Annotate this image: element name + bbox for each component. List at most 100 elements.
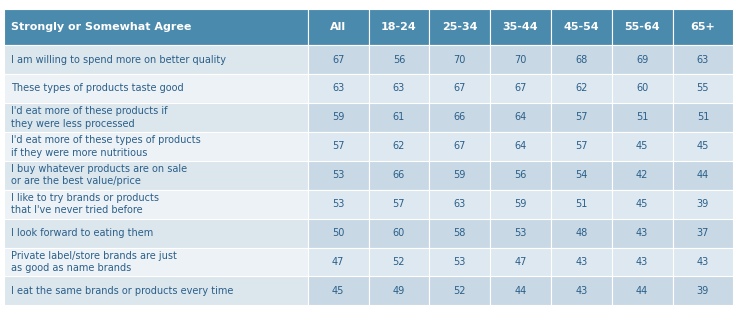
Bar (429, 161, 490, 190)
Text: 45: 45 (636, 141, 649, 151)
Text: 52: 52 (453, 286, 466, 296)
Bar (429, 248, 490, 276)
Text: 55: 55 (696, 83, 709, 94)
Text: 35-44: 35-44 (503, 22, 538, 32)
Text: 45: 45 (636, 199, 649, 209)
Bar (672, 248, 733, 276)
Text: 53: 53 (332, 199, 344, 209)
Bar (429, 219, 490, 248)
Bar (368, 74, 429, 103)
Text: 66: 66 (393, 170, 405, 180)
Bar (368, 45, 429, 74)
Bar (672, 9, 733, 45)
Text: 67: 67 (514, 83, 527, 94)
Bar (4, 219, 308, 248)
Text: 56: 56 (514, 170, 527, 180)
Text: I'd eat more of these types of products
if they were more nutritious: I'd eat more of these types of products … (11, 135, 200, 158)
Text: 62: 62 (393, 141, 405, 151)
Text: I look forward to eating them: I look forward to eating them (11, 228, 153, 238)
Text: 18-24: 18-24 (381, 22, 417, 32)
Bar (4, 103, 308, 132)
Text: I am willing to spend more on better quality: I am willing to spend more on better qua… (11, 54, 226, 65)
Text: 43: 43 (575, 257, 587, 267)
Bar (368, 276, 429, 305)
Bar (308, 132, 368, 161)
Text: 67: 67 (453, 141, 466, 151)
Text: 39: 39 (696, 286, 709, 296)
Bar (4, 161, 308, 190)
Bar (551, 190, 612, 219)
Bar (490, 9, 551, 45)
Text: 68: 68 (575, 54, 587, 65)
Text: 44: 44 (636, 286, 649, 296)
Text: 25-34: 25-34 (442, 22, 478, 32)
Bar (429, 132, 490, 161)
Bar (551, 248, 612, 276)
Bar (672, 103, 733, 132)
Bar (368, 9, 429, 45)
Bar (551, 9, 612, 45)
Bar (490, 219, 551, 248)
Bar (4, 190, 308, 219)
Bar (612, 190, 672, 219)
Bar (308, 45, 368, 74)
Text: 64: 64 (514, 141, 527, 151)
Text: 60: 60 (636, 83, 649, 94)
Bar (368, 132, 429, 161)
Bar (308, 161, 368, 190)
Text: 70: 70 (453, 54, 466, 65)
Text: 45-54: 45-54 (564, 22, 599, 32)
Bar (4, 276, 308, 305)
Text: I'd eat more of these products if
they were less processed: I'd eat more of these products if they w… (11, 106, 167, 129)
Text: 53: 53 (514, 228, 527, 238)
Text: Strongly or Somewhat Agree: Strongly or Somewhat Agree (11, 22, 192, 32)
Bar (308, 248, 368, 276)
Text: 57: 57 (575, 141, 587, 151)
Text: 55-64: 55-64 (624, 22, 660, 32)
Text: 51: 51 (696, 112, 709, 123)
Bar (612, 103, 672, 132)
Text: 54: 54 (575, 170, 587, 180)
Text: 44: 44 (514, 286, 527, 296)
Text: 70: 70 (514, 54, 527, 65)
Text: Private label/store brands are just
as good as name brands: Private label/store brands are just as g… (11, 251, 177, 273)
Bar (429, 9, 490, 45)
Bar (4, 9, 308, 45)
Bar (672, 276, 733, 305)
Text: 58: 58 (453, 228, 466, 238)
Bar (551, 45, 612, 74)
Text: 63: 63 (696, 54, 709, 65)
Text: 57: 57 (575, 112, 587, 123)
Bar (308, 103, 368, 132)
Text: 47: 47 (332, 257, 344, 267)
Text: 59: 59 (332, 112, 344, 123)
Text: 60: 60 (393, 228, 405, 238)
Text: 52: 52 (393, 257, 405, 267)
Bar (308, 219, 368, 248)
Text: 57: 57 (393, 199, 405, 209)
Text: 43: 43 (696, 257, 709, 267)
Bar (672, 161, 733, 190)
Text: 43: 43 (636, 257, 649, 267)
Bar (551, 103, 612, 132)
Text: 63: 63 (393, 83, 405, 94)
Bar (490, 190, 551, 219)
Bar (4, 132, 308, 161)
Text: 50: 50 (332, 228, 344, 238)
Bar (551, 219, 612, 248)
Text: 44: 44 (696, 170, 709, 180)
Bar (612, 9, 672, 45)
Bar (4, 248, 308, 276)
Text: 63: 63 (453, 199, 466, 209)
Bar (490, 132, 551, 161)
Text: 39: 39 (696, 199, 709, 209)
Bar (612, 132, 672, 161)
Bar (490, 248, 551, 276)
Bar (551, 74, 612, 103)
Bar (612, 276, 672, 305)
Bar (368, 248, 429, 276)
Bar (429, 276, 490, 305)
Text: All: All (330, 22, 346, 32)
Text: 59: 59 (514, 199, 527, 209)
Text: I like to try brands or products
that I've never tried before: I like to try brands or products that I'… (11, 193, 159, 216)
